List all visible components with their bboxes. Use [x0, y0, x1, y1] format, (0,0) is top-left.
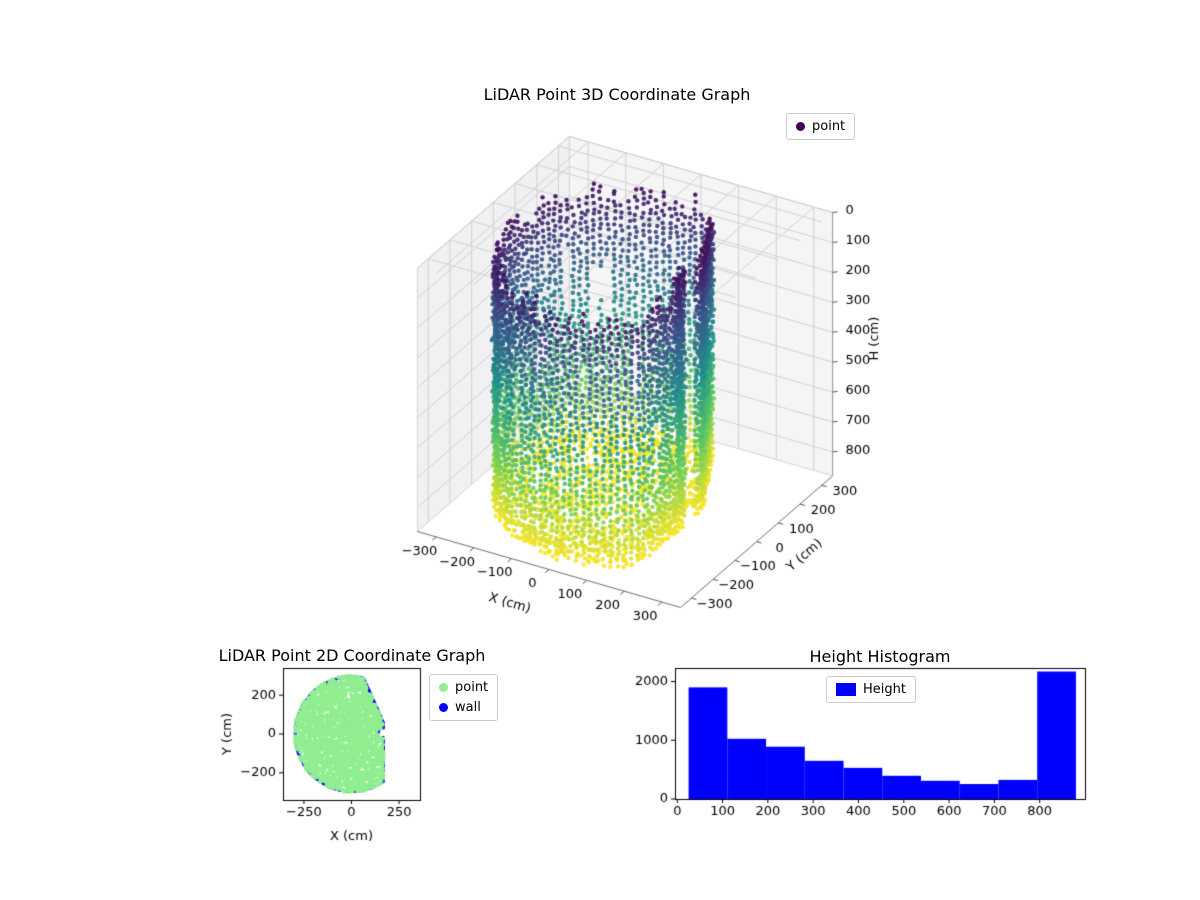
plot2d-legend: point wall [429, 674, 499, 721]
histogram-legend: Height [826, 676, 916, 703]
legend-item-height: Height [836, 681, 906, 698]
legend-item-point: point [796, 118, 845, 135]
legend-label-height: Height [863, 682, 906, 697]
legend-label-point: point [455, 680, 489, 695]
histogram-title: Height Histogram [809, 647, 951, 666]
legend-label-point: point [812, 119, 846, 134]
wall-marker-icon [439, 703, 448, 712]
plot3d-legend: point [786, 113, 856, 140]
legend-label-wall: wall [455, 700, 481, 715]
legend-item-wall: wall [439, 699, 488, 716]
point-marker-icon [796, 122, 805, 131]
legend-item-point: point [439, 679, 488, 696]
height-patch-icon [836, 683, 856, 696]
plot2d-title: LiDAR Point 2D Coordinate Graph [218, 646, 486, 665]
plot3d-title: LiDAR Point 3D Coordinate Graph [483, 85, 751, 104]
point-marker-icon [439, 683, 448, 692]
